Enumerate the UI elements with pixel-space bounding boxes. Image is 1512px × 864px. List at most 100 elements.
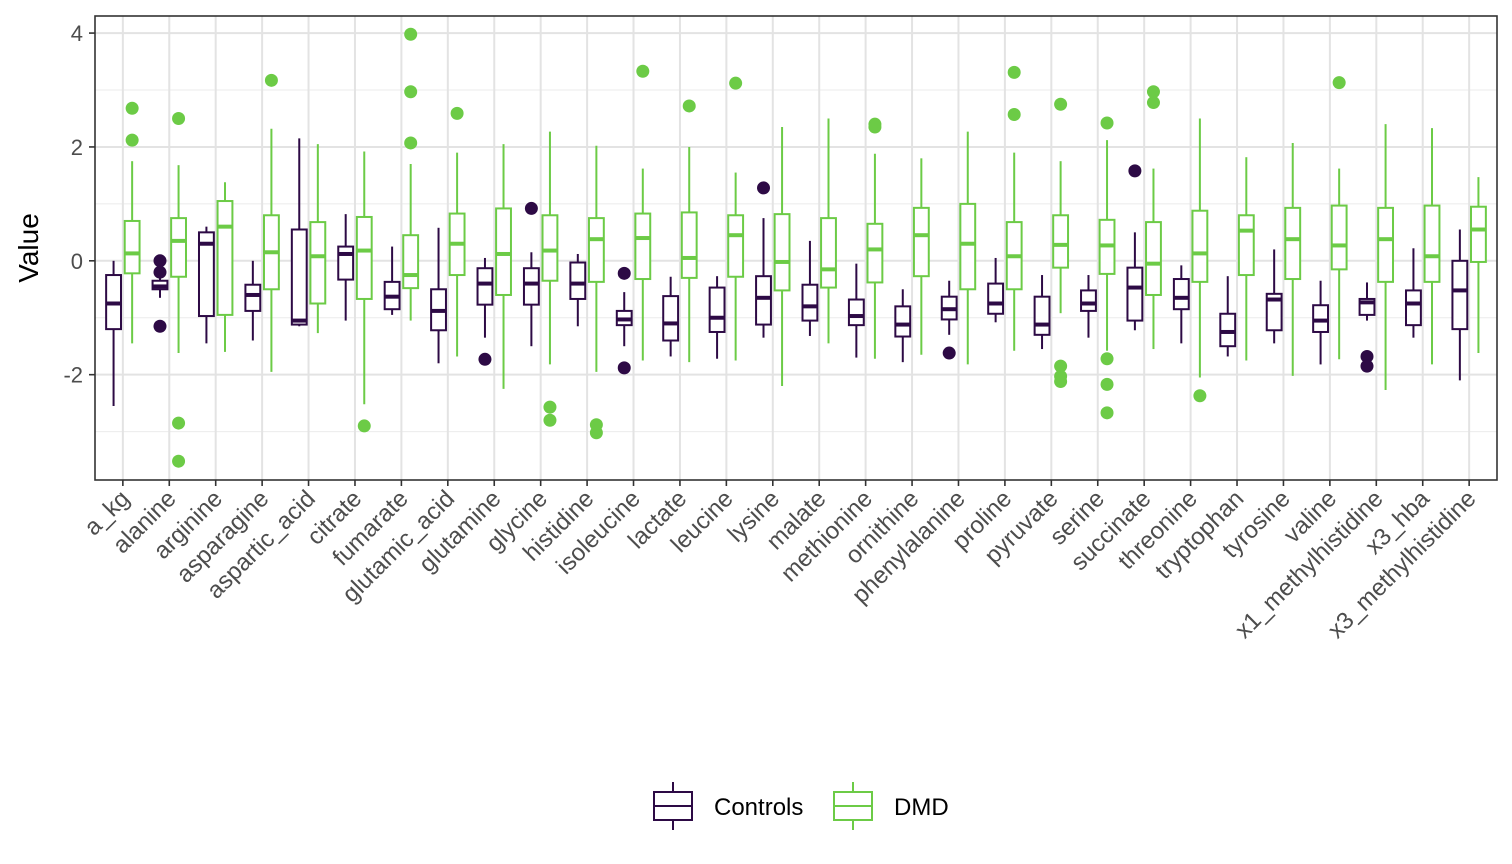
outlier-point — [1146, 96, 1160, 110]
legend-label: DMD — [894, 794, 949, 821]
box-dmd — [541, 131, 559, 427]
box-body — [587, 217, 605, 283]
box-dmd — [866, 117, 884, 359]
outlier-point — [1360, 359, 1374, 373]
box-body — [402, 234, 420, 290]
outlier-point — [1100, 116, 1114, 130]
outlier-point — [153, 254, 167, 268]
box-body — [1451, 259, 1469, 331]
outlier-point — [1100, 406, 1114, 420]
outlier-point — [153, 319, 167, 333]
box-body — [1172, 278, 1190, 311]
outlier-point — [636, 64, 650, 78]
box-controls — [1451, 229, 1469, 381]
box-controls — [430, 227, 447, 364]
box-dmd — [262, 73, 280, 372]
box-body — [1330, 204, 1348, 271]
box-body — [801, 283, 819, 322]
box-body — [522, 267, 540, 306]
box-dmd — [495, 144, 512, 389]
box-body — [820, 217, 837, 289]
box-dmd — [1191, 118, 1209, 403]
legend-item-controls: Controls — [653, 782, 803, 830]
box-controls — [847, 263, 865, 358]
outlier-point — [404, 27, 418, 41]
box-body — [912, 206, 930, 278]
box-body — [1284, 206, 1302, 281]
box-controls — [615, 266, 633, 375]
box-dmd — [1098, 116, 1116, 420]
box-dmd — [1377, 124, 1395, 391]
box-controls — [1219, 276, 1237, 357]
box-dmd — [959, 131, 977, 365]
box-dmd — [773, 127, 791, 387]
outlier-point — [543, 413, 557, 427]
outlier-point — [543, 400, 557, 414]
y-axis: -2 0 2 4 — [63, 21, 95, 388]
box-controls — [105, 260, 122, 406]
box-controls — [1312, 280, 1330, 365]
y-tick-label: -2 — [63, 363, 83, 388]
box-controls — [940, 280, 958, 360]
outlier-point — [1100, 377, 1114, 391]
box-body — [1052, 214, 1070, 269]
outlier-point — [172, 454, 186, 468]
outlier-point — [524, 201, 538, 215]
box-body — [1265, 292, 1283, 332]
outlier-point — [172, 111, 186, 125]
outlier-point — [1332, 76, 1346, 90]
outlier-point — [450, 106, 464, 120]
box-body — [170, 217, 187, 278]
box-controls — [197, 226, 215, 344]
box-body — [476, 267, 494, 306]
box-dmd — [216, 182, 234, 352]
outlier-point — [1007, 65, 1021, 79]
box-dmd — [820, 118, 837, 344]
outlier-point — [1146, 85, 1160, 99]
box-controls — [894, 289, 912, 363]
box-dmd — [123, 101, 141, 344]
box-dmd — [170, 111, 187, 468]
outlier-point — [172, 416, 186, 430]
outlier-point — [617, 361, 631, 375]
legend-item-dmd: DMD — [833, 782, 949, 830]
box-controls — [1265, 249, 1283, 344]
box-body — [680, 211, 698, 279]
box-controls — [337, 214, 355, 321]
box-body — [1237, 214, 1255, 277]
box-dmd — [1005, 65, 1023, 351]
box-body — [755, 275, 772, 326]
box-dmd — [1423, 128, 1441, 365]
box-body — [1191, 209, 1209, 283]
box-controls — [522, 201, 540, 347]
outlier-point — [682, 99, 696, 113]
box-controls — [244, 260, 262, 341]
outlier-point — [617, 266, 631, 280]
outlier-point — [942, 346, 956, 360]
box-body — [355, 215, 373, 300]
outlier-point — [1100, 352, 1114, 366]
box-body — [634, 212, 652, 281]
box-body — [1470, 205, 1487, 263]
box-controls — [476, 257, 494, 366]
outlier-point — [868, 120, 882, 134]
outlier-point — [478, 352, 492, 366]
box-body — [290, 228, 308, 326]
box-body — [244, 283, 262, 312]
box-body — [495, 207, 512, 296]
outlier-point — [729, 76, 743, 90]
box-dmd — [912, 158, 930, 355]
box-body — [216, 200, 234, 316]
y-tick-label: 4 — [71, 21, 83, 46]
plot-border — [94, 15, 1498, 481]
outlier-point — [357, 419, 371, 433]
x-axis: a_kgalaninearginineasparagineaspartic_ac… — [79, 480, 1481, 644]
box-body — [894, 305, 912, 338]
box-dmd — [587, 145, 605, 440]
box-controls — [383, 246, 401, 315]
outlier-point — [264, 73, 278, 87]
box-controls — [1080, 275, 1097, 338]
outlier-point — [1054, 97, 1068, 111]
box-body — [727, 214, 745, 278]
